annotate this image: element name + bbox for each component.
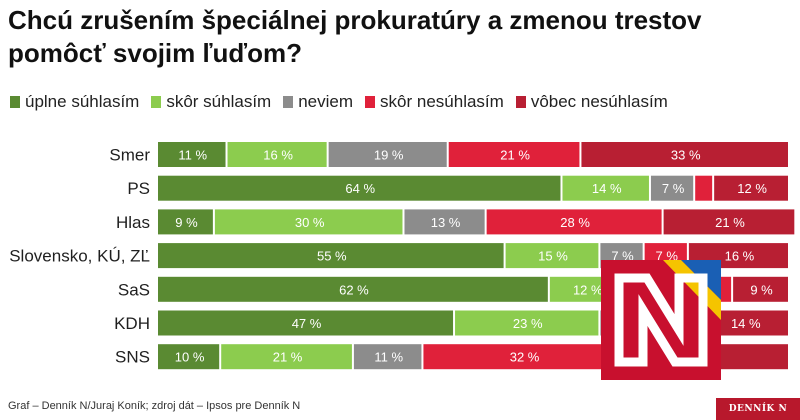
legend-label: vôbec nesúhlasím (530, 92, 668, 111)
data-label: 7 % (662, 181, 685, 196)
data-label: 10 % (175, 350, 205, 365)
data-label: 15 % (538, 249, 568, 264)
legend-swatch (283, 96, 294, 108)
data-label: 62 % (339, 282, 369, 297)
data-label: 19 % (374, 148, 404, 163)
bar-segment (328, 142, 447, 167)
data-label: 64 % (345, 181, 375, 196)
data-label: 21 % (715, 215, 745, 230)
bar-segment (158, 276, 548, 302)
data-label: 16 % (725, 249, 755, 264)
bar-segment (158, 142, 226, 167)
legend-swatch (515, 96, 526, 108)
bar-segment (455, 310, 599, 336)
legend-item: úplne súhlasím (10, 92, 139, 112)
bar-segment (158, 243, 504, 269)
category-label: PS (127, 179, 150, 198)
legend-swatch (10, 96, 20, 108)
legend-label: skôr nesúhlasím (380, 92, 504, 111)
bar-segment (353, 344, 422, 370)
bar-segment (158, 310, 454, 336)
bar-segment (158, 175, 561, 201)
bar-segment (404, 209, 485, 235)
data-label: 28 % (560, 215, 590, 230)
data-label: 21 % (273, 350, 303, 365)
data-label: 14 % (592, 181, 622, 196)
data-label: 7 % (611, 249, 634, 264)
dennik-n-logo-icon (601, 260, 721, 380)
data-label: 30 % (295, 215, 325, 230)
data-label: 7 % (656, 249, 679, 264)
legend-label: skôr súhlasím (166, 92, 272, 111)
legend-item: skôr súhlasím (151, 92, 271, 112)
bar-segment (214, 209, 403, 235)
data-label: 21 % (500, 148, 530, 163)
category-label: Slovensko, KÚ, ZĽ (9, 247, 150, 266)
bar-segment (733, 276, 788, 302)
bar-segment (423, 344, 624, 370)
legend-item: vôbec nesúhlasím (515, 92, 668, 112)
data-label: 9 % (750, 282, 773, 297)
data-label: 12 % (573, 282, 603, 297)
bar-segment (221, 344, 352, 370)
bar-segment (650, 175, 694, 201)
bar-segment (663, 209, 795, 235)
legend-item: neviem (283, 92, 353, 112)
data-label: 16 % (263, 148, 293, 163)
category-label: Smer (109, 146, 150, 165)
data-label: 9 % (175, 215, 198, 230)
legend-label: úplne súhlasím (25, 92, 140, 111)
bar-segment (562, 175, 649, 201)
data-label: 14 % (731, 316, 761, 331)
data-label: 33 % (671, 148, 701, 163)
dennik-n-small-logo: DENNÍK N (716, 398, 800, 420)
data-label: 32 % (510, 350, 540, 365)
category-label: Hlas (116, 213, 150, 232)
data-label: 11 % (178, 148, 207, 163)
bar-segment (158, 209, 213, 235)
category-label: SNS (115, 348, 150, 367)
chart-title: Chcú zrušením špeciálnej prokuratúry a z… (8, 5, 702, 68)
legend: úplne súhlasím skôr súhlasím neviem skôr ne… (10, 92, 680, 112)
bar-segment (505, 243, 599, 269)
bar-segment (581, 142, 788, 167)
bar-segment (227, 142, 327, 167)
bar-segment (158, 344, 220, 370)
category-label: SaS (118, 280, 150, 299)
data-label: 11 % (374, 350, 403, 365)
bar-segment (714, 175, 788, 201)
legend-label: neviem (298, 92, 354, 111)
data-label: 13 % (431, 215, 461, 230)
legend-swatch (151, 96, 162, 108)
legend-item: skôr nesúhlasím (365, 92, 504, 112)
data-label: 23 % (513, 316, 543, 331)
data-label: 47 % (292, 316, 322, 331)
data-label: 55 % (317, 249, 347, 264)
data-label: 12 % (737, 181, 767, 196)
logo-letter-n (614, 273, 708, 367)
category-label: KDH (114, 314, 150, 333)
source-note: Graf – Denník N/Juraj Koník; zdroj dát –… (8, 400, 301, 412)
bar-segment (486, 209, 662, 235)
legend-swatch (365, 96, 376, 108)
bar-segment (695, 175, 713, 201)
bar-segment (448, 142, 580, 167)
